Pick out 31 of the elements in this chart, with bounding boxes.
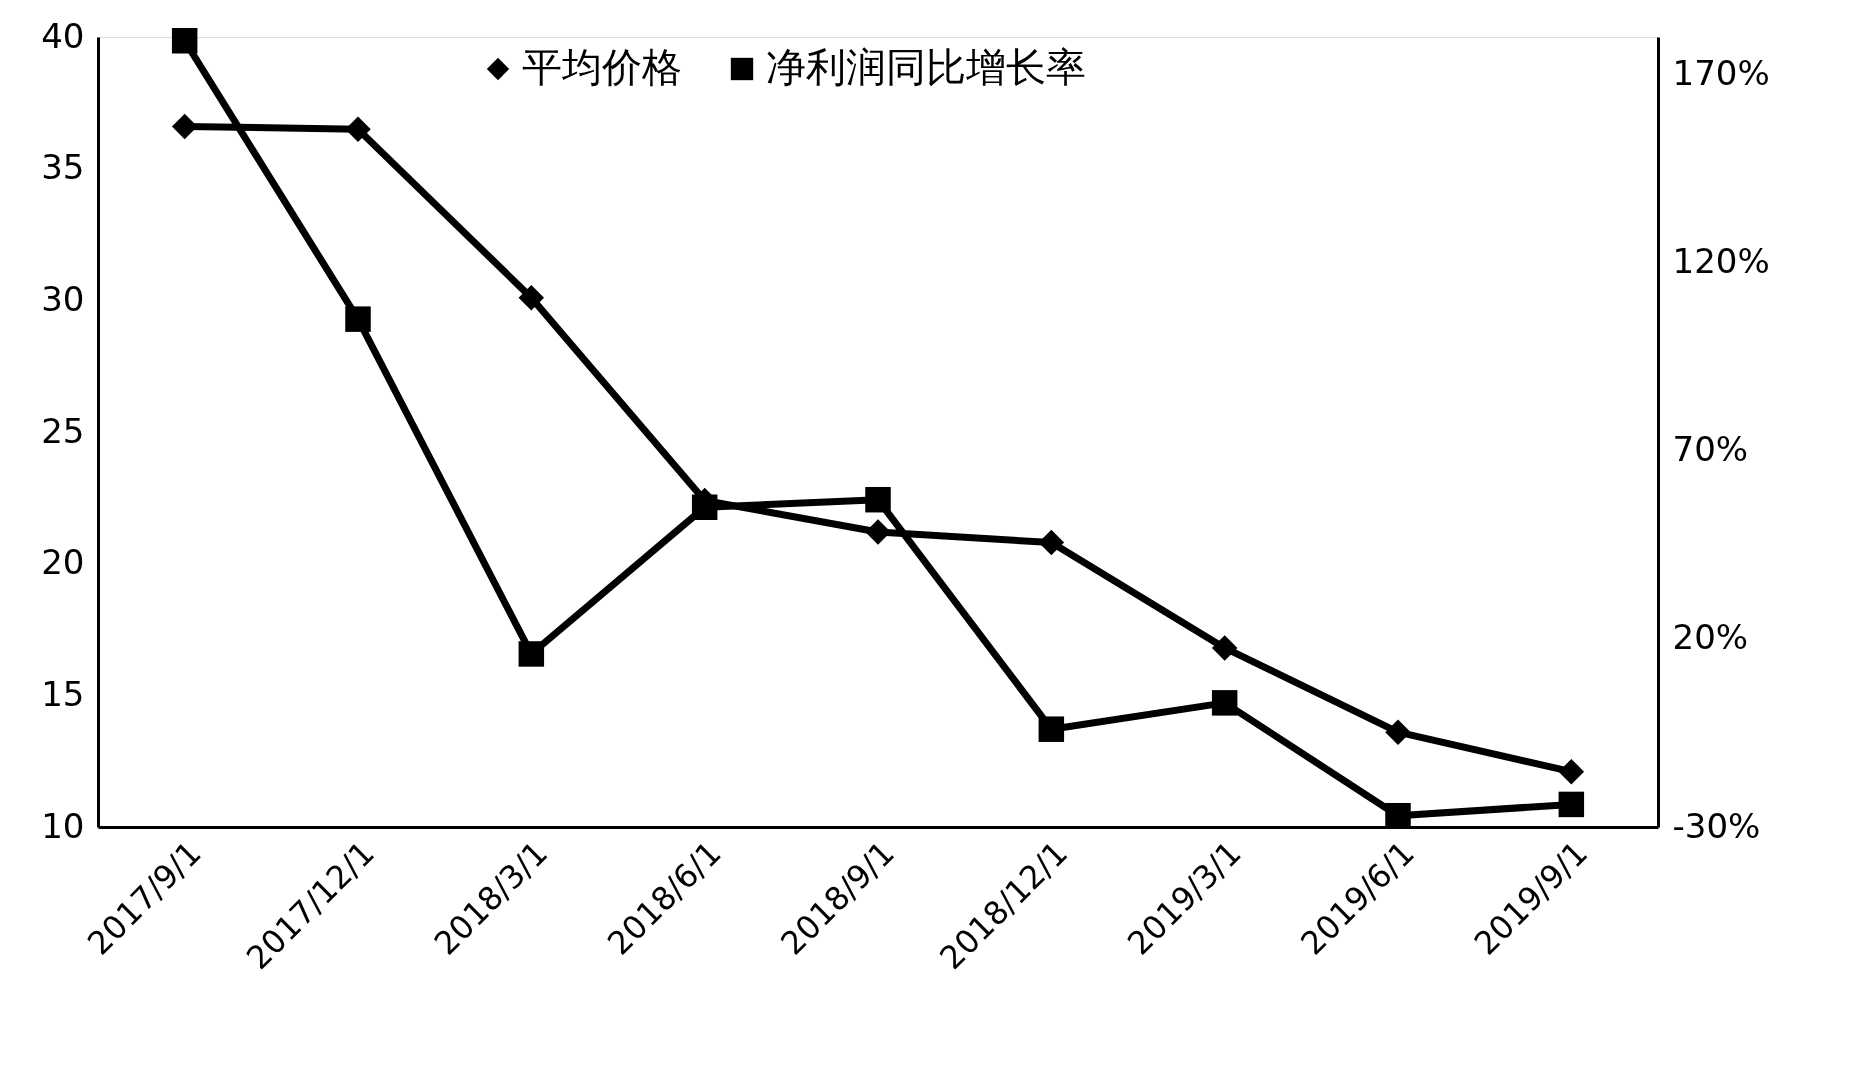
point — [1038, 529, 1065, 556]
y-tick-label: 35 — [41, 147, 85, 188]
point — [345, 116, 371, 142]
point — [171, 28, 198, 54]
point — [1558, 758, 1585, 785]
y-tick-label: 30 — [41, 278, 85, 319]
point — [1385, 802, 1411, 829]
point — [691, 494, 718, 520]
point — [1038, 716, 1065, 742]
point — [518, 641, 545, 667]
y-tick-label: 25 — [41, 410, 85, 451]
legend-label: 净利润同比增长率 — [766, 44, 1086, 90]
point — [1211, 635, 1238, 661]
y2-tick-label: 70% — [1672, 429, 1749, 470]
y2-tick-label: -30% — [1672, 805, 1761, 846]
y-tick-label: 20 — [41, 542, 85, 583]
point — [1385, 719, 1411, 745]
y-tick-label: 15 — [41, 673, 85, 714]
legend-label: 平均价格 — [522, 44, 682, 90]
y2-tick-label: 170% — [1672, 53, 1770, 94]
point — [518, 284, 545, 311]
y2-tick-label: 120% — [1672, 241, 1770, 282]
y-tick-label: 40 — [41, 15, 85, 56]
point — [345, 306, 371, 332]
point — [171, 113, 198, 140]
point — [865, 519, 891, 545]
y-tick-label: 10 — [41, 805, 85, 846]
point — [1558, 791, 1585, 818]
y2-tick-label: 20% — [1672, 617, 1749, 658]
point — [1211, 690, 1238, 716]
point — [865, 486, 891, 513]
